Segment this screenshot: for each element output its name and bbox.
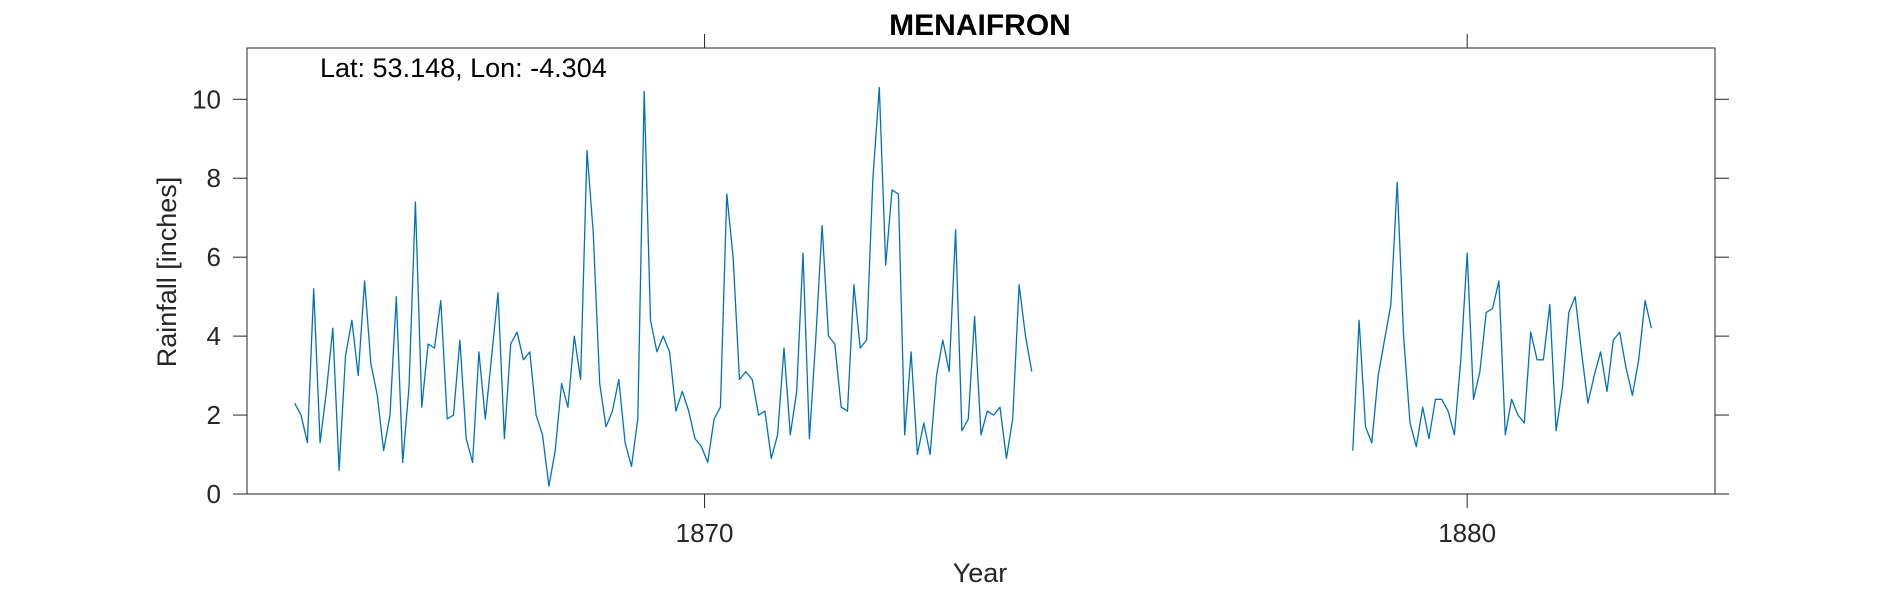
y-axis-label: Rainfall [inches] [152, 177, 182, 368]
x-tick-label: 1870 [676, 518, 734, 548]
y-tick-label: 4 [207, 321, 221, 351]
y-tick-label: 8 [207, 163, 221, 193]
y-tick-label: 2 [207, 400, 221, 430]
y-tick-label: 6 [207, 242, 221, 272]
series-lines [294, 86, 1653, 487]
chart-title: MENAIFRON [889, 9, 1071, 42]
x-axis-label: Year [953, 558, 1008, 588]
plot-area-frame [246, 47, 1716, 495]
tick-labels: 0 2 4 6 8 10 1870 1880 [192, 84, 1496, 548]
y-tick-label: 10 [192, 84, 221, 114]
rainfall-series-line [1352, 181, 1653, 451]
rainfall-series-line [294, 86, 1033, 487]
coordinates-annotation: Lat: 53.148, Lon: -4.304 [320, 53, 607, 83]
y-tick-label: 0 [207, 479, 221, 509]
x-tick-label: 1880 [1438, 518, 1496, 548]
axis-ticks [233, 34, 1729, 508]
